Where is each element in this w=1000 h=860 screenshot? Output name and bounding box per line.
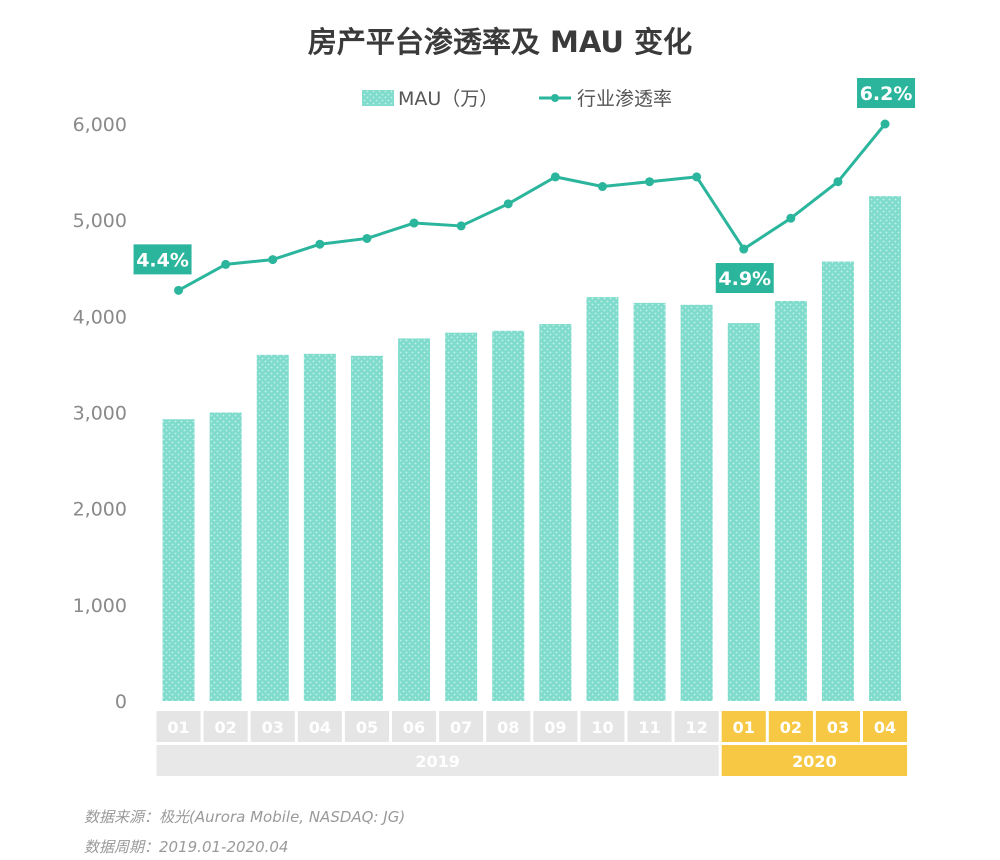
y-axis: 0 1,000 2,000 3,000 4,000 5,000 6,000 [73,114,127,713]
penetration-point [597,182,607,192]
month-label: 08 [497,718,519,737]
penetration-point [692,172,702,182]
month-cell [863,711,908,742]
mau-bar [256,354,289,701]
legend-bar-swatch [362,90,394,106]
period-note: 数据周期：2019.01-2020.04 [84,838,289,856]
month-cell [297,711,342,742]
point-labels: 4.4% 4.9% 6.2% [133,78,916,294]
month-label: 04 [874,718,896,737]
mau-bar [869,196,902,701]
mau-bar [539,324,572,701]
penetration-point [645,177,655,187]
mau-bar [774,300,807,701]
bars [162,196,902,701]
month-cell [250,711,295,742]
mau-bar [586,297,619,701]
month-cell [486,711,531,742]
penetration-point [174,285,184,295]
mau-bar [398,338,431,701]
month-cell [627,711,672,742]
month-cell [721,711,766,742]
penetration-point [550,172,560,182]
y-tick-label: 3,000 [73,403,127,425]
callout-label: 4.9% [718,268,771,290]
month-label: 09 [544,718,566,737]
mau-bar [821,261,854,701]
month-label: 03 [262,718,284,737]
callout-box [133,244,192,275]
legend-line-marker [551,94,559,102]
y-tick-label: 0 [115,691,127,713]
month-label: 06 [403,718,425,737]
month-label: 05 [356,718,378,737]
y-tick-label: 6,000 [73,114,127,136]
legend-line-label: 行业渗透率 [577,88,672,110]
penetration-point [503,199,513,209]
month-cell [392,711,437,742]
penetration-point [833,177,843,187]
month-label: 01 [167,718,189,737]
legend: MAU（万） 行业渗透率 [362,88,672,110]
year-band [156,745,719,776]
y-tick-label: 2,000 [73,499,127,521]
point-callout: 6.2% [857,78,916,108]
y-tick-label: 4,000 [73,306,127,328]
year-label: 2020 [792,752,837,771]
penetration-line-path [177,123,887,292]
callout-label: 4.4% [136,249,189,271]
source-note: 数据来源：极光(Aurora Mobile, NASDAQ: JG) [84,808,406,826]
month-cell [439,711,484,742]
chart-title: 房产平台渗透率及 MAU 变化 [308,25,692,59]
penetration-point [221,259,231,269]
callout-label: 6.2% [860,83,913,105]
mau-bar [727,323,760,701]
penetration-point [456,221,466,231]
month-label: 02 [215,718,237,737]
mau-bar [303,353,336,701]
y-tick-label: 1,000 [73,595,127,617]
month-label: 12 [686,718,708,737]
month-label: 03 [827,718,849,737]
y-tick-label: 5,000 [73,210,127,232]
mau-bar [633,302,666,701]
callout-box [715,263,774,294]
penetration-point [739,244,749,254]
month-cell [156,711,201,742]
penetration-point [409,218,419,228]
mau-bar [162,419,195,701]
mau-bar [680,304,713,701]
month-label: 01 [733,718,755,737]
legend-bar-label: MAU（万） [398,88,498,110]
month-cell [580,711,625,742]
year-label: 2019 [415,752,460,771]
penetration-line [174,119,890,295]
year-band [721,745,908,776]
mau-bar [492,330,525,701]
point-callout: 4.9% [715,263,774,294]
penetration-point [880,119,890,129]
mau-bar [445,332,478,701]
month-cell [815,711,860,742]
month-label: 04 [309,718,331,737]
month-label: 02 [780,718,802,737]
month-cell [768,711,813,742]
mau-bar [350,355,383,701]
x-axis: 01 02 03 04 05 06 07 08 09 10 11 12 01 02 03 04 2019 2020 [156,711,908,776]
month-cell [344,711,389,742]
penetration-point [315,239,325,249]
month-cell [203,711,248,742]
penetration-point [268,255,278,265]
month-cell [674,711,719,742]
month-cell [533,711,578,742]
month-label: 11 [638,718,660,737]
penetration-point [362,233,372,243]
callout-box [857,78,916,108]
point-callout: 4.4% [133,244,192,275]
penetration-point [786,213,796,223]
month-label: 10 [591,718,613,737]
month-label: 07 [450,718,472,737]
mau-bar [209,412,242,701]
